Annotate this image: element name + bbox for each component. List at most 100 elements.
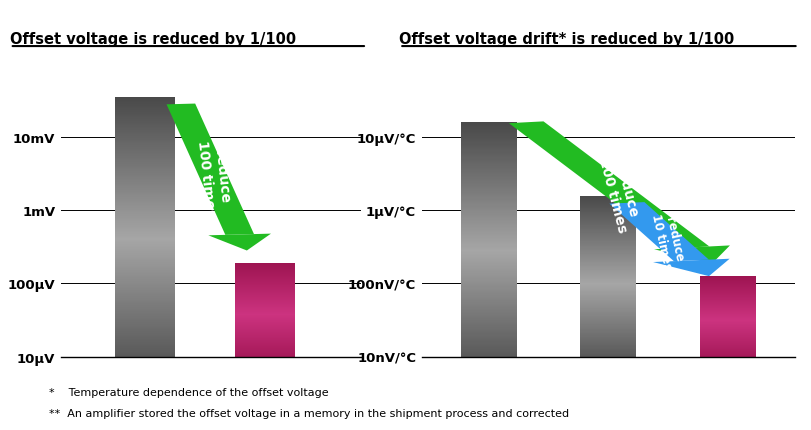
Bar: [581, 245, 636, 246]
Bar: [115, 276, 175, 278]
Bar: [581, 283, 636, 284]
Bar: [115, 280, 175, 282]
Bar: [581, 258, 636, 259]
Bar: [115, 112, 175, 113]
Bar: [581, 290, 636, 291]
Bar: [235, 316, 295, 317]
Bar: [461, 304, 517, 305]
Bar: [581, 288, 636, 289]
Bar: [235, 273, 295, 274]
Bar: [581, 275, 636, 276]
Bar: [461, 341, 517, 342]
Bar: [115, 224, 175, 226]
Bar: [461, 267, 517, 268]
Bar: [461, 126, 517, 128]
Bar: [581, 263, 636, 264]
Bar: [581, 351, 636, 352]
Bar: [581, 207, 636, 208]
Bar: [235, 320, 295, 321]
Bar: [115, 179, 175, 181]
Bar: [581, 225, 636, 226]
Bar: [115, 321, 175, 322]
Bar: [115, 156, 175, 157]
Bar: [115, 256, 175, 257]
Bar: [461, 228, 517, 230]
Bar: [461, 160, 517, 162]
Bar: [461, 164, 517, 165]
Bar: [461, 205, 517, 206]
Bar: [115, 350, 175, 352]
Bar: [461, 351, 517, 352]
Bar: [115, 169, 175, 170]
Bar: [461, 159, 517, 160]
Bar: [115, 203, 175, 204]
Bar: [115, 278, 175, 279]
Bar: [461, 305, 517, 307]
Bar: [235, 306, 295, 307]
Bar: [235, 291, 295, 292]
Bar: [115, 122, 175, 123]
Bar: [461, 197, 517, 198]
Bar: [115, 165, 175, 166]
Bar: [115, 293, 175, 295]
Bar: [115, 232, 175, 233]
Bar: [461, 163, 517, 164]
Bar: [581, 352, 636, 353]
Bar: [581, 220, 636, 221]
Bar: [115, 171, 175, 173]
Bar: [461, 266, 517, 267]
Bar: [461, 150, 517, 151]
Bar: [115, 114, 175, 116]
Bar: [461, 125, 517, 126]
Bar: [235, 349, 295, 350]
Text: Offset voltage drift* is reduced by 1/100: Offset voltage drift* is reduced by 1/10…: [399, 32, 735, 47]
Bar: [581, 328, 636, 329]
Bar: [581, 339, 636, 340]
Bar: [115, 292, 175, 293]
Bar: [461, 234, 517, 235]
Bar: [115, 130, 175, 131]
Bar: [581, 233, 636, 234]
Bar: [235, 335, 295, 336]
Bar: [235, 274, 295, 275]
Bar: [461, 213, 517, 214]
Bar: [115, 100, 175, 101]
Bar: [581, 204, 636, 205]
Bar: [461, 356, 517, 357]
Bar: [235, 303, 295, 304]
Bar: [461, 353, 517, 355]
Bar: [461, 335, 517, 336]
Bar: [461, 245, 517, 246]
Bar: [581, 303, 636, 304]
Bar: [235, 301, 295, 302]
Bar: [461, 349, 517, 350]
Bar: [581, 236, 636, 237]
Bar: [115, 271, 175, 273]
Bar: [461, 226, 517, 227]
Bar: [115, 323, 175, 325]
Bar: [235, 285, 295, 286]
Bar: [235, 348, 295, 349]
Bar: [115, 249, 175, 251]
Bar: [235, 310, 295, 311]
Bar: [115, 221, 175, 222]
Bar: [115, 230, 175, 231]
Bar: [235, 334, 295, 335]
Bar: [461, 322, 517, 323]
Bar: [581, 327, 636, 328]
Bar: [581, 314, 636, 315]
Bar: [461, 273, 517, 274]
Bar: [115, 244, 175, 245]
Bar: [235, 284, 295, 285]
Polygon shape: [508, 122, 710, 249]
Bar: [581, 259, 636, 260]
Bar: [581, 284, 636, 285]
Bar: [115, 270, 175, 271]
Bar: [461, 194, 517, 196]
Bar: [461, 300, 517, 301]
Bar: [115, 120, 175, 121]
Bar: [581, 215, 636, 216]
Bar: [461, 144, 517, 145]
Bar: [461, 149, 517, 150]
Bar: [115, 240, 175, 241]
